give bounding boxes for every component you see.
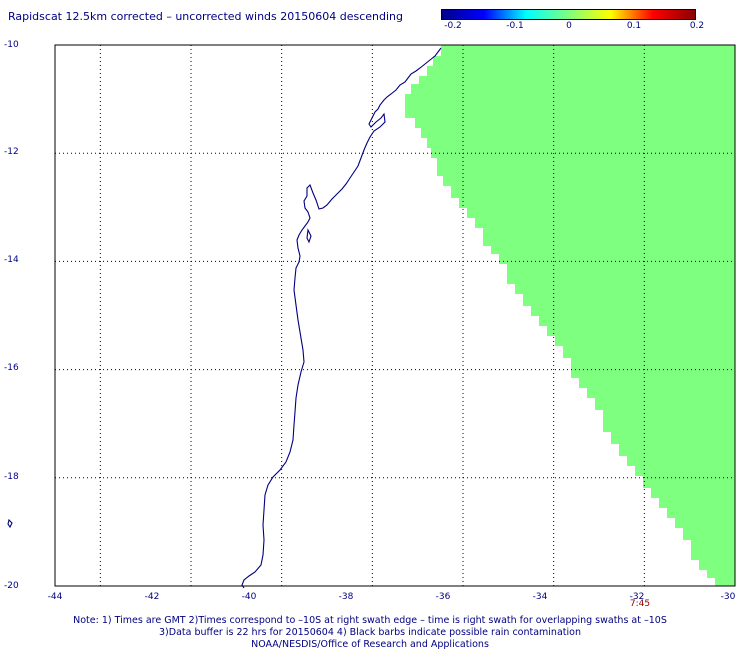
lat-tick-label: -20 <box>4 581 19 591</box>
lat-tick-label: -18 <box>4 472 19 482</box>
lat-tick-label: -14 <box>4 255 19 265</box>
map-title: Rapidscat 12.5km corrected – uncorrected… <box>8 10 404 23</box>
coast-island <box>7 518 13 529</box>
lon-tick-label: -30 <box>720 592 736 602</box>
swath-time-label: 7:45 <box>629 599 651 609</box>
lat-tick-label: -12 <box>4 147 19 157</box>
note-line: NOAA/NESDIS/Office of Research and Appli… <box>251 639 489 650</box>
map-frame <box>54 44 736 587</box>
lat-tick-label: -10 <box>4 40 19 50</box>
lon-tick-label: -32 <box>629 592 645 602</box>
lon-tick-label: -36 <box>435 592 451 602</box>
colorbar-label: 0 <box>566 21 572 31</box>
lon-tick-label: -42 <box>144 592 160 602</box>
lon-tick-label: -38 <box>338 592 354 602</box>
wind-swath <box>405 45 735 586</box>
colorbar <box>441 9 696 20</box>
colorbar-label: 0.1 <box>626 21 642 31</box>
swath-area <box>405 45 735 586</box>
coast-island <box>306 228 312 244</box>
lon-tick-label: -40 <box>241 592 257 602</box>
colorbar-label: 0.2 <box>689 21 705 31</box>
colorbar-label: -0.1 <box>506 21 524 31</box>
colorbar-label: -0.2 <box>444 21 462 31</box>
coastline <box>241 47 442 589</box>
lat-tick-label: -16 <box>4 363 19 373</box>
note-line: Note: 1) Times are GMT 2)Times correspon… <box>73 615 667 626</box>
lon-tick-label: -44 <box>47 592 63 602</box>
note-line: 3)Data buffer is 22 hrs for 20150604 4) … <box>159 627 581 638</box>
lon-tick-label: -34 <box>532 592 548 602</box>
